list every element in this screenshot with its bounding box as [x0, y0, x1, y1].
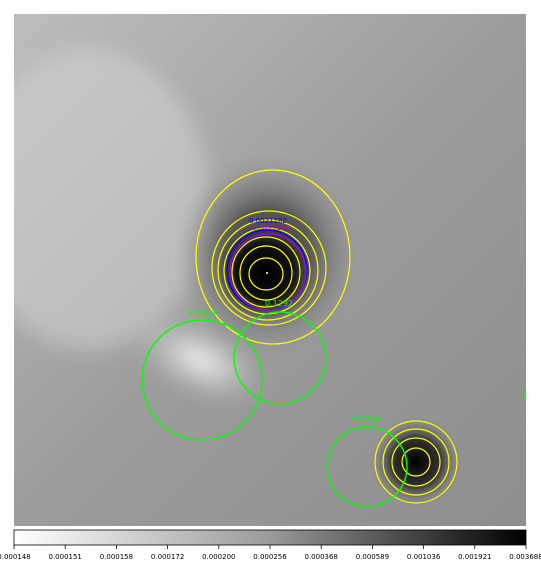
- colorbar-tick-label: 0.001921: [458, 553, 491, 561]
- colorbar-tick-label: 0.000256: [253, 553, 287, 561]
- region-label: 0.0021162: [252, 224, 290, 232]
- colorbar-ticks: [13, 545, 527, 549]
- bright-region-topleft: [14, 50, 210, 350]
- colorbar-tick-label: 0.000151: [48, 553, 81, 561]
- colorbar-tick-label: 0.000200: [202, 553, 235, 561]
- colorbar-tick-label: 0.000589: [356, 553, 389, 561]
- region-green-2[interactable]: [233, 311, 327, 405]
- colorbar-gradient: [13, 529, 527, 546]
- colorbar-tick-label: 0.000148: [0, 553, 31, 561]
- colorbar-tick-label: 0.000172: [151, 553, 184, 561]
- region-green-3[interactable]: [326, 426, 408, 508]
- colorbar[interactable]: 0.000148 0.000151 0.000158 0.000172 0.000200…: [0, 529, 541, 561]
- green-regions[interactable]: [141, 311, 541, 508]
- contours-main: [195, 169, 351, 345]
- colorbar-tick-label: 0.003688: [509, 553, 541, 561]
- region-label: 0.1324: [188, 309, 216, 318]
- image-canvas[interactable]: 0.1324 0.1292 0.2294 0.0021162 0.0021162: [0, 14, 541, 526]
- region-label: 0.2294: [352, 415, 380, 424]
- region-green-edge[interactable]: [524, 360, 541, 430]
- colorbar-tick-label: 0.001036: [407, 553, 441, 561]
- colorbar-tick-label: 0.000158: [100, 553, 133, 561]
- region-label: 0.0021162: [249, 217, 287, 225]
- region-green-1[interactable]: [141, 319, 263, 441]
- region-purple[interactable]: [229, 233, 307, 311]
- colorbar-labels: 0.000148 0.000151 0.000158 0.000172 0.000200…: [0, 553, 541, 561]
- region-label: 0.1292: [265, 299, 293, 308]
- colorbar-tick-label: 0.000368: [304, 553, 337, 561]
- secondary-source: [368, 414, 464, 510]
- contours-secondary: [374, 420, 458, 504]
- source-center-marker: [266, 272, 268, 274]
